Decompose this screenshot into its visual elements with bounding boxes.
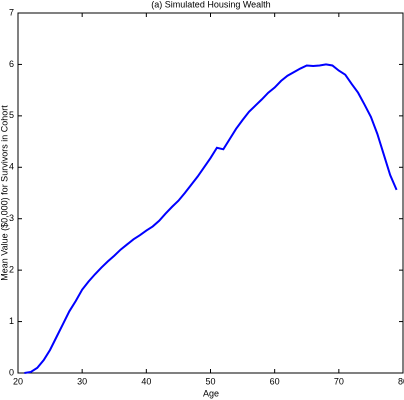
x-tick-label: 80 [398, 376, 404, 386]
data-line [24, 63, 398, 374]
x-tick-label: 70 [334, 376, 344, 386]
y-tick-label: 7 [9, 7, 14, 17]
y-tick-label: 2 [9, 265, 14, 275]
x-tick-label: 30 [77, 376, 87, 386]
y-tick-label: 6 [9, 59, 14, 69]
y-tick-label: 5 [9, 110, 14, 120]
x-tick-label: 40 [141, 376, 151, 386]
y-tick-label: 4 [9, 162, 14, 172]
y-axis-label: Mean Value ($0,000) for Survivors in Coh… [0, 105, 9, 281]
plot-frame [17, 12, 404, 374]
x-axis-label: Age [203, 388, 219, 398]
y-tick-label: 1 [9, 316, 14, 326]
chart-title: (a) Simulated Housing Wealth [151, 0, 270, 9]
x-tick-label: 50 [205, 376, 215, 386]
x-tick-label: 60 [270, 376, 280, 386]
y-tick-label: 0 [9, 367, 14, 377]
y-tick-label: 3 [9, 213, 14, 223]
x-tick-label: 20 [13, 376, 23, 386]
